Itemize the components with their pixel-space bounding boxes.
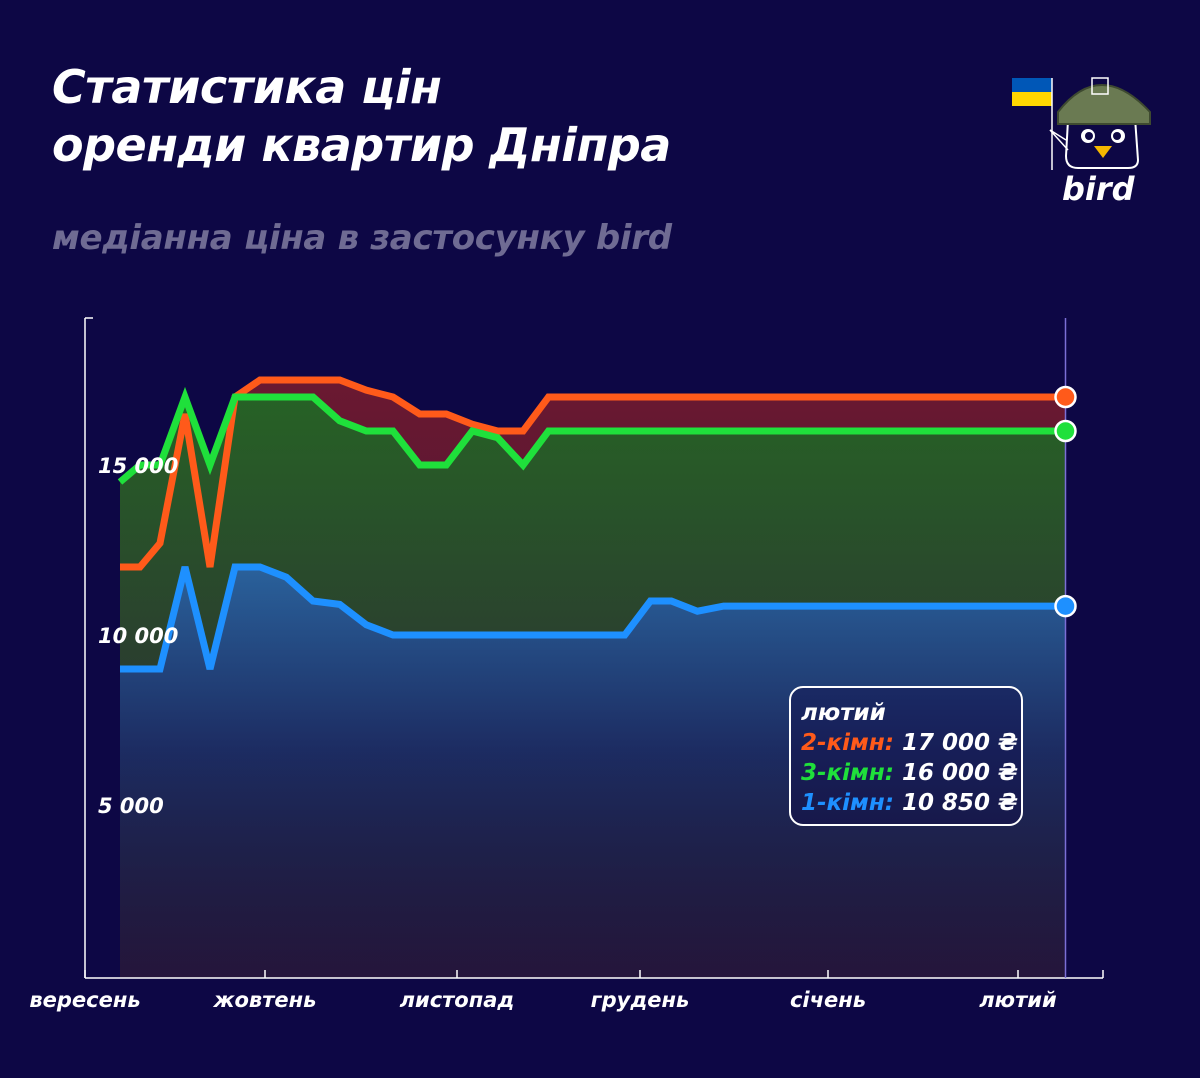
x-tick-label: листопад — [400, 988, 515, 1012]
legend-box: лютий 2-кімн: 17 000 ₴ 3-кімн: 16 000 ₴ … — [789, 686, 1023, 826]
legend-label-1-room: 1-кімн: — [801, 790, 894, 816]
legend-label-3-room: 3-кімн: — [801, 760, 894, 786]
flag-yellow-stripe — [1012, 92, 1052, 106]
legend-value-1-room: 10 850 ₴ — [901, 790, 1018, 816]
marker-2-room — [1054, 385, 1077, 409]
legend-value-3-room: 16 000 ₴ — [901, 760, 1018, 786]
legend-month: лютий — [801, 700, 886, 726]
legend-item-2-room: 2-кімн: 17 000 ₴ — [801, 728, 1018, 758]
line-3-room — [117, 386, 1066, 485]
legend-item-1-room: 1-кімн: 10 850 ₴ — [801, 788, 1018, 818]
line-1-room — [120, 563, 1066, 673]
y-tick-label: 15 000 — [98, 454, 178, 478]
x-tick-label: грудень — [591, 988, 690, 1012]
x-tick-label: жовтень — [213, 988, 317, 1012]
title-line-2: оренди квартир Дніпра — [52, 118, 671, 172]
page-subtitle: медіанна ціна в застосунку bird — [52, 218, 672, 258]
bird-mascot-helmet-icon — [1012, 77, 1151, 170]
x-tick-label: січень — [790, 988, 866, 1012]
x-tick-label: лютий — [979, 988, 1057, 1012]
area-1-room — [120, 567, 1066, 978]
legend-value-2-room: 17 000 ₴ — [901, 730, 1018, 756]
legend-label-2-room: 2-кімн: — [801, 730, 894, 756]
bird-logo — [1010, 60, 1160, 220]
legend-item-3-room: 3-кімн: 16 000 ₴ — [801, 758, 1018, 788]
page-title: Статистика цін оренди квартир Дніпра — [52, 58, 671, 174]
flag-blue-stripe — [1012, 78, 1052, 92]
x-tick-label: вересень — [29, 988, 140, 1012]
marker-3-room — [1054, 419, 1077, 443]
logo-text: bird — [1062, 170, 1135, 208]
line-2-room — [120, 376, 1066, 571]
title-line-1: Статистика цін — [52, 60, 442, 114]
marker-1-room — [1054, 594, 1077, 618]
y-tick-label: 5 000 — [98, 794, 164, 818]
y-tick-label: 10 000 — [98, 624, 178, 648]
